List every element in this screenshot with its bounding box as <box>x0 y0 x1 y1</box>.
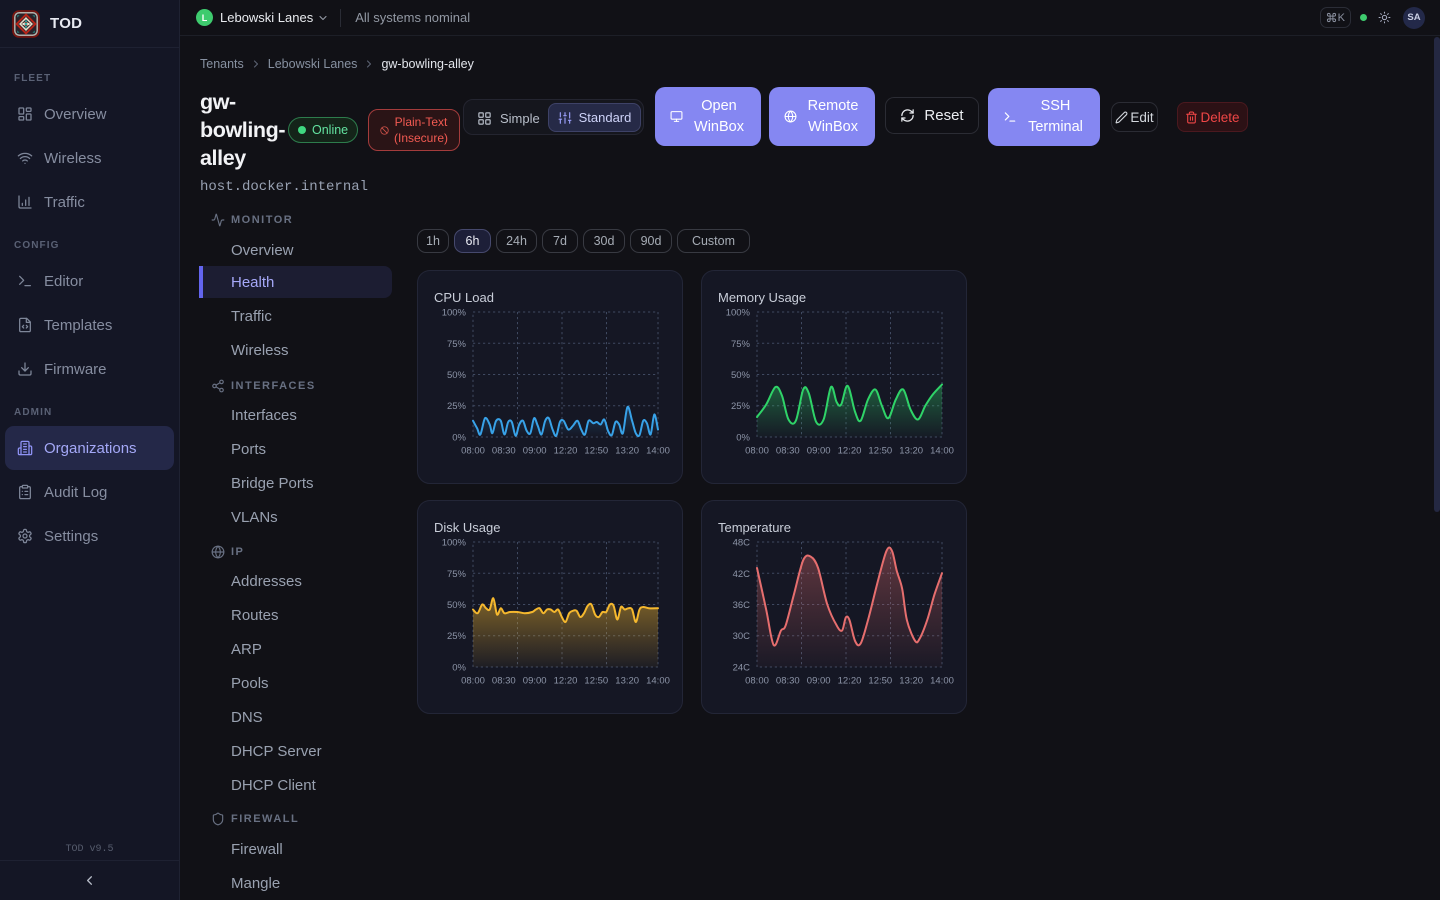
svg-text:08:30: 08:30 <box>776 676 800 687</box>
svg-text:50%: 50% <box>447 600 467 611</box>
svg-text:25%: 25% <box>731 401 751 412</box>
svg-text:50%: 50% <box>731 370 751 381</box>
svg-text:12:50: 12:50 <box>868 446 892 457</box>
svg-text:25%: 25% <box>447 631 467 642</box>
svg-text:09:00: 09:00 <box>523 676 547 687</box>
svg-text:25%: 25% <box>447 401 467 412</box>
svg-text:0%: 0% <box>452 433 466 444</box>
svg-text:12:50: 12:50 <box>868 676 892 687</box>
svg-text:75%: 75% <box>447 339 467 350</box>
svg-text:12:20: 12:20 <box>838 446 862 457</box>
svg-text:08:30: 08:30 <box>492 676 516 687</box>
svg-text:12:20: 12:20 <box>554 676 578 687</box>
svg-text:13:20: 13:20 <box>899 676 923 687</box>
svg-text:08:00: 08:00 <box>745 446 769 457</box>
svg-text:14:00: 14:00 <box>930 676 954 687</box>
svg-text:08:00: 08:00 <box>461 446 485 457</box>
svg-text:14:00: 14:00 <box>930 446 954 457</box>
svg-text:09:00: 09:00 <box>807 446 831 457</box>
svg-text:75%: 75% <box>447 569 467 580</box>
svg-text:30C: 30C <box>733 631 751 642</box>
svg-text:09:00: 09:00 <box>523 446 547 457</box>
svg-text:0%: 0% <box>452 663 466 674</box>
svg-text:75%: 75% <box>731 339 751 350</box>
svg-text:48C: 48C <box>733 538 751 549</box>
svg-text:13:20: 13:20 <box>615 676 639 687</box>
svg-text:12:50: 12:50 <box>584 446 608 457</box>
svg-text:12:50: 12:50 <box>584 676 608 687</box>
svg-text:13:20: 13:20 <box>615 446 639 457</box>
svg-text:13:20: 13:20 <box>899 446 923 457</box>
svg-text:50%: 50% <box>447 370 467 381</box>
svg-text:36C: 36C <box>733 600 751 611</box>
svg-text:08:30: 08:30 <box>492 446 516 457</box>
svg-text:100%: 100% <box>442 538 467 549</box>
svg-text:12:20: 12:20 <box>838 676 862 687</box>
svg-text:08:00: 08:00 <box>745 676 769 687</box>
svg-text:08:00: 08:00 <box>461 676 485 687</box>
svg-text:12:20: 12:20 <box>554 446 578 457</box>
svg-text:08:30: 08:30 <box>776 446 800 457</box>
svg-text:24C: 24C <box>733 663 751 674</box>
svg-text:14:00: 14:00 <box>646 446 670 457</box>
svg-text:0%: 0% <box>736 433 750 444</box>
svg-text:09:00: 09:00 <box>807 676 831 687</box>
svg-text:100%: 100% <box>442 308 467 319</box>
svg-text:100%: 100% <box>726 308 751 319</box>
svg-text:14:00: 14:00 <box>646 676 670 687</box>
svg-text:42C: 42C <box>733 569 751 580</box>
